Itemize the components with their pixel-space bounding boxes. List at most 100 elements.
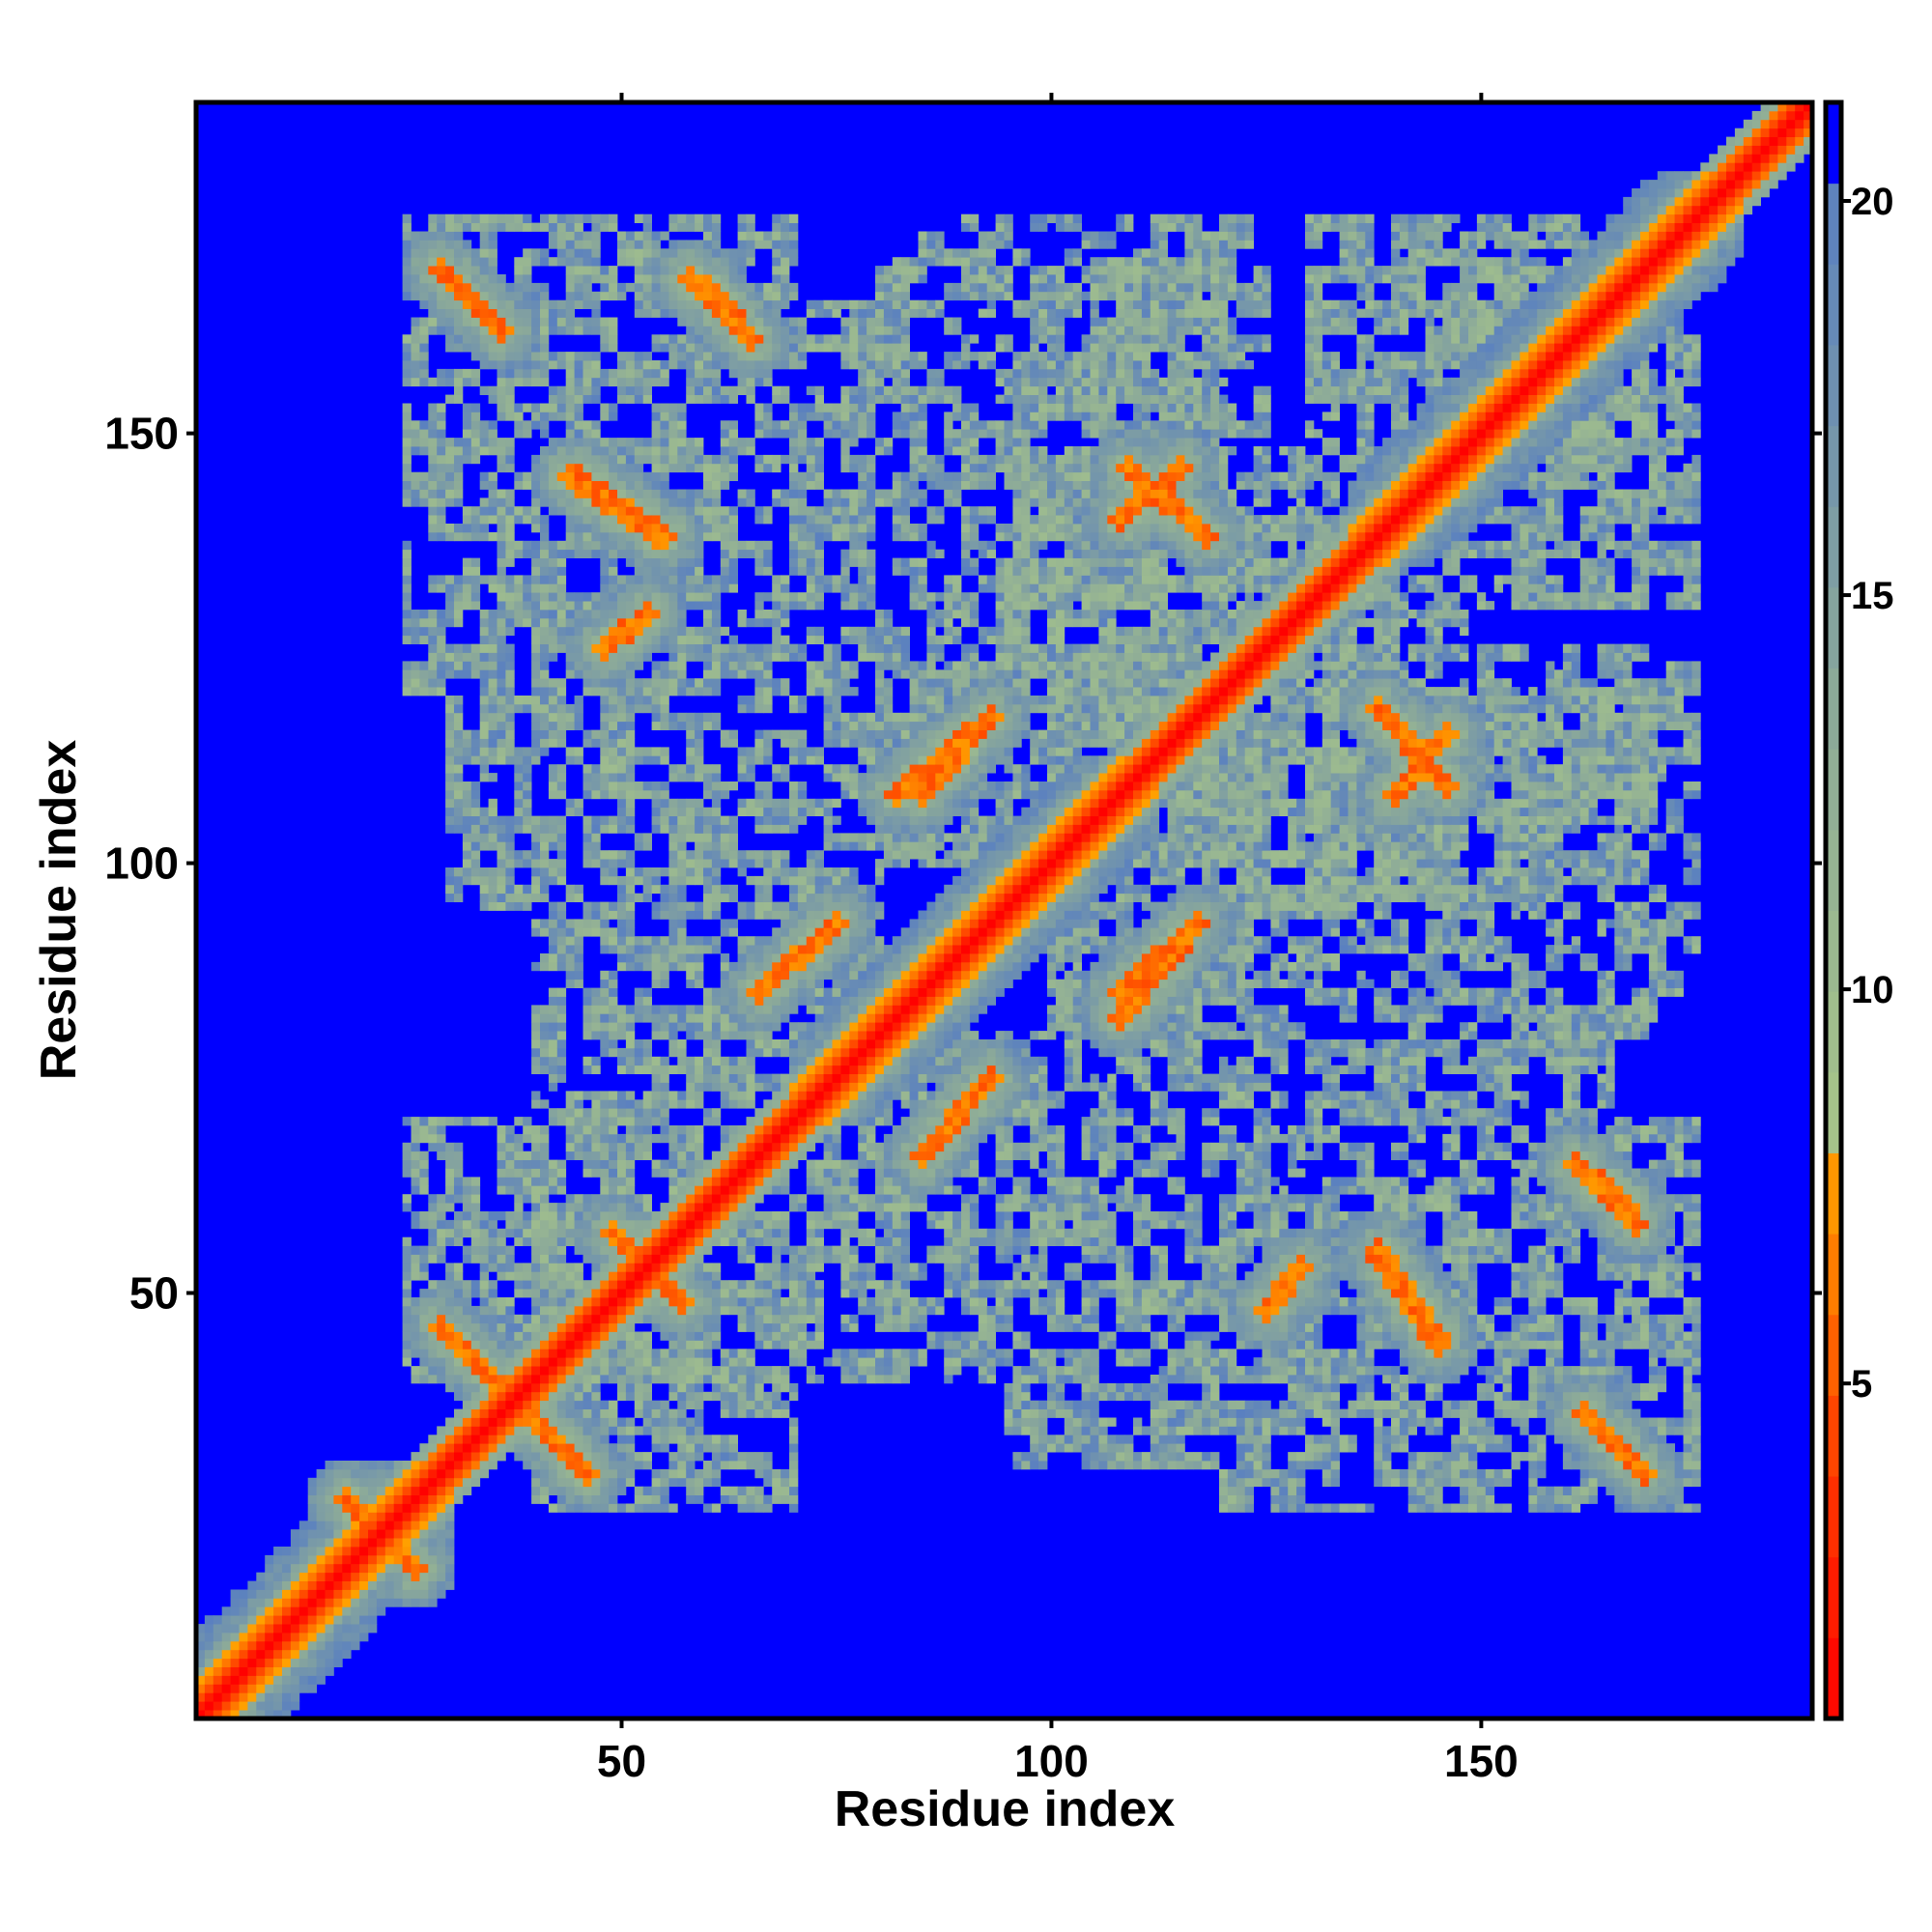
heatmap-cell: [445, 755, 455, 765]
heatmap-cell: [711, 1382, 722, 1393]
heatmap-cell: [479, 1271, 489, 1281]
heatmap-cell: [479, 352, 489, 361]
heatmap-cell: [307, 1494, 317, 1504]
heatmap-cell: [728, 919, 738, 928]
heatmap-cell: [247, 1675, 257, 1685]
heatmap-cell: [746, 343, 755, 353]
heatmap-cell: [668, 438, 678, 447]
heatmap-cell: [763, 867, 773, 877]
heatmap-cell: [634, 1340, 644, 1350]
heatmap-cell: [582, 282, 592, 293]
heatmap-cell: [754, 1400, 764, 1409]
heatmap-cell: [695, 721, 704, 730]
heatmap-cell: [445, 721, 455, 730]
heatmap-cell: [609, 334, 618, 344]
heatmap-cell: [711, 1228, 722, 1238]
heatmap-cell: [695, 953, 704, 963]
heatmap-cell: [497, 1340, 506, 1350]
heatmap-cell: [548, 1322, 558, 1332]
heatmap-cell: [660, 506, 669, 516]
heatmap-cell: [540, 1022, 550, 1032]
heatmap-cell: [497, 1236, 506, 1246]
heatmap-cell: [454, 446, 464, 456]
heatmap-cell: [728, 850, 738, 860]
heatmap-cell: [505, 712, 515, 723]
heatmap-cell: [720, 1133, 730, 1144]
heatmap-cell: [677, 1426, 687, 1435]
heatmap-cell: [454, 257, 464, 267]
heatmap-cell: [763, 1305, 773, 1316]
heatmap-cell: [454, 1159, 464, 1169]
heatmap-cell: [531, 317, 541, 327]
heatmap-cell: [677, 1236, 687, 1246]
heatmap-cell: [307, 1529, 317, 1539]
heatmap-cell: [600, 996, 610, 1006]
heatmap-cell: [333, 1624, 343, 1634]
heatmap-cell: [556, 1443, 567, 1453]
heatmap-cell: [668, 824, 678, 834]
heatmap-cell: [523, 592, 532, 602]
heatmap-cell: [746, 1349, 755, 1358]
heatmap-cell: [565, 1435, 575, 1444]
heatmap-cell: [531, 893, 541, 902]
heatmap-cell: [307, 1589, 317, 1599]
heatmap-cell: [488, 815, 497, 825]
heatmap-cell: [540, 1305, 550, 1316]
heatmap-cell: [419, 480, 429, 490]
heatmap-cell: [609, 403, 618, 412]
heatmap-cell: [651, 248, 661, 258]
heatmap-cell: [763, 454, 773, 465]
heatmap-cell: [703, 1177, 713, 1186]
heatmap-cell: [737, 610, 747, 619]
heatmap-cell: [728, 368, 738, 379]
heatmap-cell: [428, 1554, 438, 1565]
heatmap-cell: [668, 678, 678, 688]
heatmap-cell: [548, 240, 558, 249]
heatmap-cell: [454, 240, 464, 249]
heatmap-cell: [497, 703, 506, 714]
heatmap-cell: [634, 945, 644, 954]
heatmap-cell: [505, 755, 515, 765]
heatmap-cell: [540, 1056, 550, 1066]
heatmap-cell: [454, 317, 464, 327]
heatmap-cell: [273, 1684, 283, 1693]
heatmap-cell: [574, 979, 583, 988]
heatmap-cell: [703, 987, 713, 997]
heatmap-cell: [556, 1280, 567, 1290]
heatmap-cell: [703, 1297, 713, 1307]
heatmap-cell: [728, 429, 738, 439]
heatmap-cell: [470, 747, 481, 756]
heatmap-cell: [548, 617, 558, 628]
heatmap-cell: [574, 1271, 583, 1281]
heatmap-cell: [686, 1477, 696, 1488]
heatmap-cell: [720, 919, 730, 928]
heatmap-cell: [454, 867, 464, 877]
heatmap-cell: [384, 1598, 395, 1607]
heatmap-cell: [204, 1684, 214, 1693]
heatmap-cell: [548, 412, 558, 421]
heatmap-cell: [574, 266, 583, 275]
heatmap-cell: [600, 626, 610, 637]
heatmap-cell: [556, 1022, 567, 1032]
heatmap-cell: [282, 1572, 292, 1581]
heatmap-cell: [488, 1340, 497, 1350]
heatmap-cell: [540, 1013, 550, 1023]
heatmap-cell: [342, 1538, 352, 1548]
heatmap-cell: [531, 352, 541, 361]
heatmap-cell: [282, 1649, 292, 1660]
heatmap-cell: [239, 1640, 248, 1651]
heatmap-cell: [617, 945, 627, 954]
heatmap-cell: [556, 773, 567, 782]
heatmap-cell: [720, 1357, 730, 1367]
heatmap-cell: [625, 352, 636, 361]
heatmap-cell: [479, 282, 489, 293]
heatmap-cell: [600, 1400, 610, 1409]
heatmap-cell: [746, 1375, 755, 1384]
heatmap-cell: [763, 1219, 773, 1230]
heatmap-cell: [668, 1047, 678, 1058]
heatmap-cell: [686, 352, 696, 361]
heatmap-cell: [213, 1710, 223, 1719]
heatmap-cell: [591, 626, 601, 637]
heatmap-cell: [531, 471, 541, 481]
heatmap-cell: [711, 583, 722, 593]
